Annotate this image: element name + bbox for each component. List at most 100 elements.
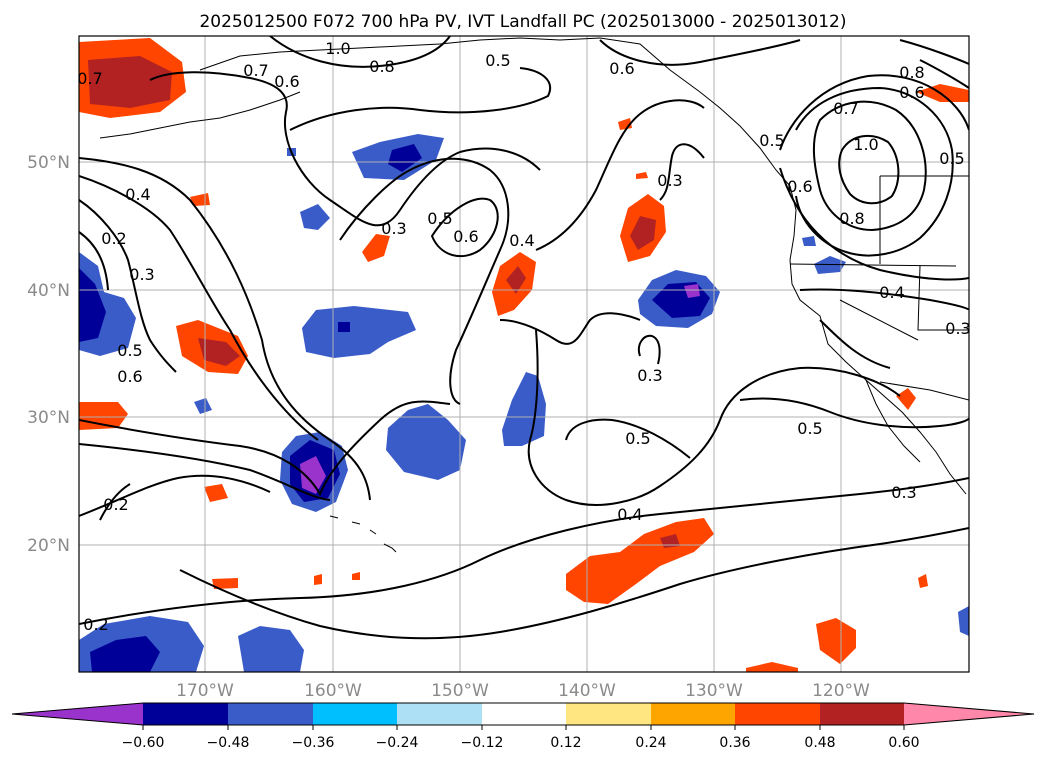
contour-label: 0.4	[125, 185, 150, 204]
pv-negative-core	[79, 268, 106, 342]
pv-positive-region	[636, 172, 648, 179]
contour-line	[535, 99, 705, 251]
pv-positive-core	[88, 56, 172, 108]
contour-line	[79, 400, 451, 497]
north-america-coast	[789, 185, 967, 495]
colorbar-segment	[735, 703, 820, 725]
colorbar-tick-label: −0.24	[376, 735, 419, 751]
contour-line	[779, 74, 969, 151]
colorbar-tick-label: −0.36	[292, 735, 335, 751]
colorbar-tick-label: −0.48	[207, 735, 250, 751]
lon-label: 130°W	[685, 681, 743, 701]
hawaii-islands	[329, 515, 397, 553]
pv-positive-region	[916, 84, 969, 102]
contour-label: 0.5	[939, 149, 964, 168]
contour-line	[899, 39, 969, 65]
contour-label: 0.2	[101, 229, 126, 248]
pv-positive-core	[198, 338, 240, 366]
contour-label: 0.3	[657, 171, 682, 190]
contour-label: 0.6	[117, 367, 142, 386]
contour-label: 0.3	[637, 366, 662, 385]
contour-line	[339, 157, 510, 405]
lat-label: 50°N	[27, 153, 70, 173]
contour-line	[799, 288, 969, 311]
contour-line	[599, 39, 801, 66]
contour-label: 0.5	[797, 419, 822, 438]
us-border-west	[789, 263, 957, 267]
pv-positive-core	[630, 216, 656, 250]
pv-positive-region	[204, 484, 228, 502]
contour-line	[499, 312, 641, 345]
pv-positive-region	[816, 618, 856, 664]
pv-negative-region	[238, 626, 304, 672]
colorbar-segment	[228, 703, 313, 725]
contour-line	[795, 86, 954, 257]
state-border	[839, 299, 919, 341]
lat-label: 20°N	[27, 536, 70, 556]
contour-label: 0.8	[899, 63, 924, 82]
lat-label: 30°N	[27, 408, 70, 428]
colorbar-segment	[313, 703, 397, 725]
contour-label: 0.5	[117, 341, 142, 360]
ivt-contours	[79, 36, 969, 640]
contour-label: 1.0	[853, 135, 878, 154]
contour-labels: 0.7 0.6 0.8 1.0 0.5 0.6 0.6 0.5 0.7 1.0 …	[79, 39, 969, 634]
contour-line	[79, 231, 109, 291]
contour-line	[79, 474, 271, 517]
contour-line	[919, 59, 969, 89]
contour-line	[812, 100, 927, 232]
contour-label: 0.6	[899, 83, 924, 102]
lat-lon-grid	[79, 36, 969, 672]
mexico-border	[879, 381, 969, 401]
aleutian-islands	[99, 91, 301, 139]
contour-line	[99, 483, 131, 521]
map-frame	[78, 35, 970, 673]
contour-line	[149, 71, 541, 227]
colorbar-tick-label: −0.60	[122, 735, 165, 751]
contour-label: 0.6	[453, 227, 478, 246]
pv-negative-region	[300, 204, 330, 230]
pv-positive-core	[506, 266, 526, 294]
pv-negative-region	[386, 404, 466, 480]
colorbar-tick-label: 0.60	[888, 735, 919, 751]
colorbar-extend-low	[12, 703, 143, 725]
contour-label: 0.6	[787, 177, 812, 196]
colorbar-segment	[397, 703, 482, 725]
lon-label: 160°W	[304, 681, 362, 701]
contour-label: 0.4	[617, 505, 642, 524]
contour-label: 0.5	[759, 131, 784, 150]
contour-line	[79, 157, 371, 501]
colorbar-segment	[651, 703, 735, 725]
contour-label: 0.5	[625, 429, 650, 448]
contour-label: 0.4	[509, 231, 534, 250]
contour-line	[79, 443, 331, 501]
colorbar-segment	[482, 703, 566, 725]
alaska-coast	[199, 37, 791, 187]
contour-line	[739, 397, 969, 429]
pv-positive-region	[918, 574, 928, 588]
contour-line	[289, 67, 551, 131]
contour-line	[79, 199, 177, 373]
lat-label: 40°N	[27, 281, 70, 301]
contour-label: 0.5	[427, 209, 452, 228]
contour-line	[838, 134, 900, 205]
colorbar: −0.60 −0.48 −0.36 −0.24 −0.12 0.12 0.24 …	[11, 702, 1035, 751]
colorbar-tick-label: 0.12	[550, 735, 581, 751]
pv-negative-region	[194, 398, 212, 414]
contour-line	[430, 197, 499, 258]
figure-title: 2025012500 F072 700 hPa PV, IVT Landfall…	[199, 12, 846, 32]
colorbar-tick-label: 0.48	[804, 735, 835, 751]
longitude-labels: 170°W 160°W 150°W 140°W 130°W 120°W	[176, 681, 870, 701]
pv-negative-region	[814, 256, 846, 274]
contour-label: 0.2	[83, 615, 108, 634]
contour-line	[527, 329, 901, 506]
colorbar-extend-high	[904, 703, 1034, 725]
pv-negative-region	[302, 306, 416, 358]
contour-line	[79, 477, 969, 625]
contour-line	[638, 334, 661, 365]
pv-positive-region	[314, 574, 322, 585]
contour-label: 0.8	[839, 209, 864, 228]
colorbar-segment	[566, 703, 651, 725]
contour-line	[565, 418, 691, 459]
